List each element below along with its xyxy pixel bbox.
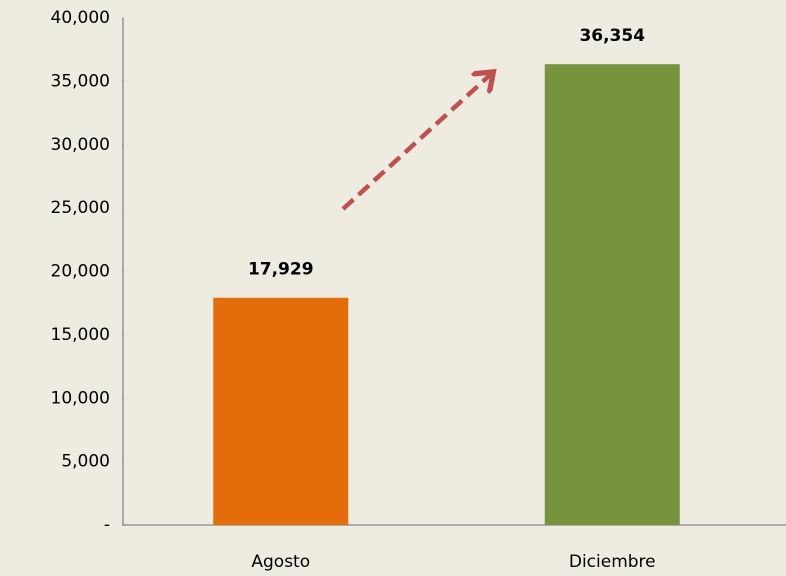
y-tick-label: 10,000 xyxy=(51,388,110,408)
data-label: 36,354 xyxy=(579,26,645,46)
y-tick-label: 20,000 xyxy=(51,262,110,282)
x-tick-label: Agosto xyxy=(251,552,310,572)
y-tick-label: 35,000 xyxy=(51,71,110,91)
bar xyxy=(213,297,349,525)
y-tick-label: 40,000 xyxy=(51,8,110,28)
bar xyxy=(544,64,680,526)
y-tick-label: 25,000 xyxy=(51,198,110,218)
x-tick-label: Diciembre xyxy=(569,552,656,572)
y-tick-label: 15,000 xyxy=(51,325,110,345)
data-label: 17,929 xyxy=(248,260,314,280)
y-tick-label: 5,000 xyxy=(61,452,110,472)
y-tick-label: 30,000 xyxy=(51,135,110,155)
trend-arrow xyxy=(341,75,490,211)
y-tick-label: - xyxy=(104,515,110,535)
